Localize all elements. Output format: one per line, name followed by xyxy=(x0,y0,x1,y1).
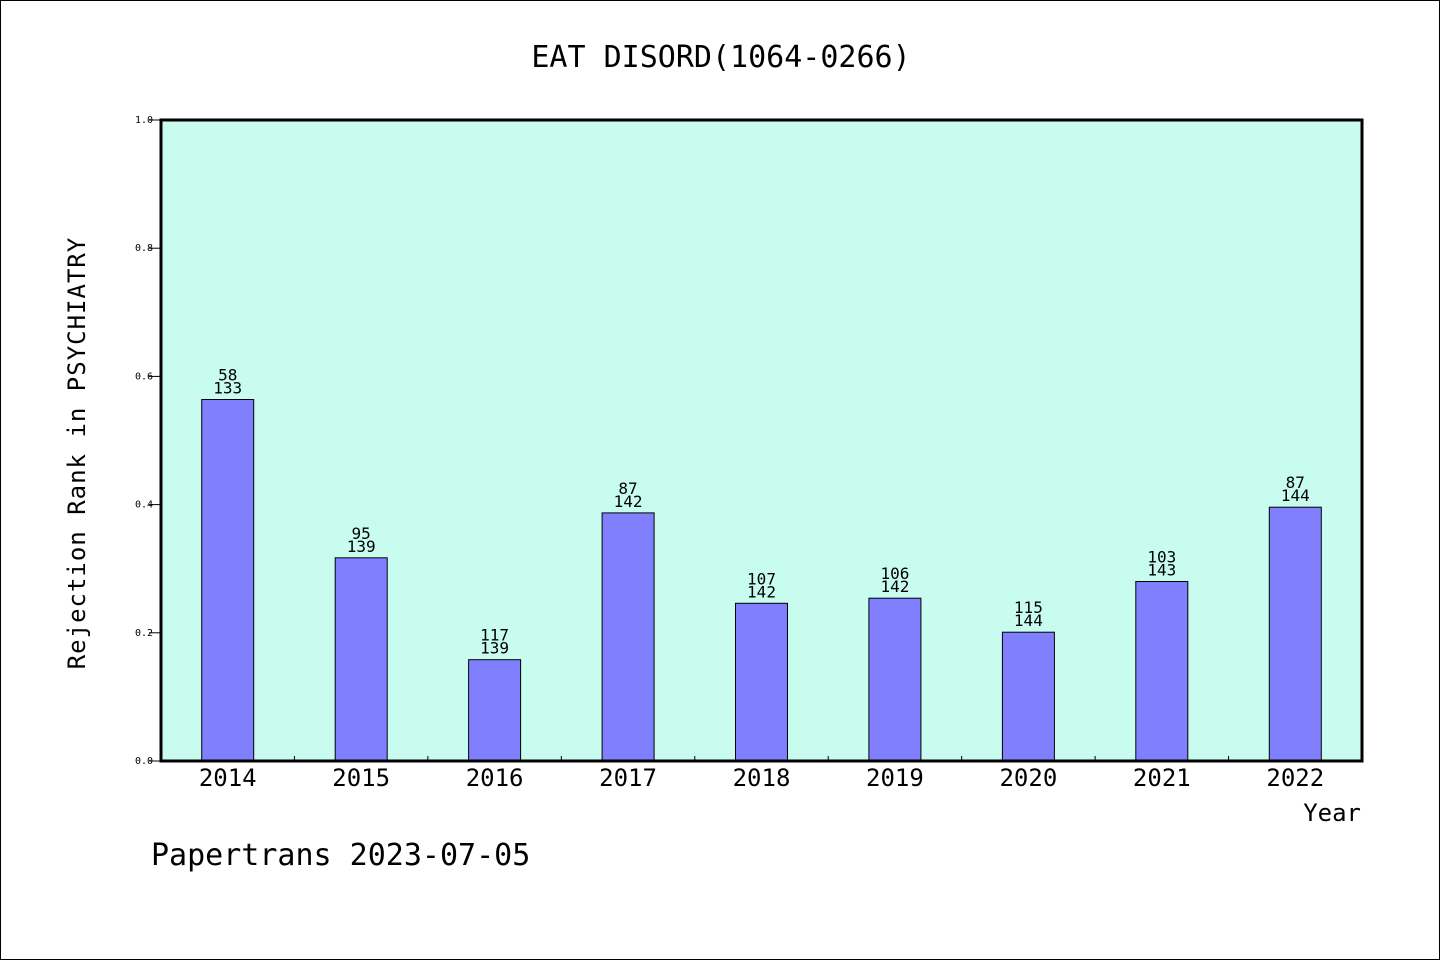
y-tick-label: 1.0 xyxy=(135,115,153,126)
rank-label-2014: 58 xyxy=(218,366,237,385)
x-tick-label-2020: 2020 xyxy=(999,764,1057,792)
bar-2017 xyxy=(601,512,655,762)
rank-label-2019: 106 xyxy=(880,564,909,583)
total-label-2020: 144 xyxy=(1014,611,1043,630)
y-axis: 0.0 0.2 0.4 0.6 0.8 1.0 xyxy=(135,115,161,767)
rank-label-2017: 87 xyxy=(618,479,637,498)
y-tick-label: 0.2 xyxy=(135,628,153,639)
x-axis: 2014 2015 2016 2017 2018 2019 2020 2021 2022 xyxy=(199,756,1324,792)
bar-2014 xyxy=(201,399,255,762)
data-labels-group: 5813395139117139871421071421061421151441… xyxy=(213,366,1309,658)
total-label-2022: 144 xyxy=(1281,486,1310,505)
total-label-2016: 139 xyxy=(480,639,509,658)
x-tick-label-2014: 2014 xyxy=(199,764,257,792)
x-tick-label-2019: 2019 xyxy=(866,764,924,792)
footer-text: Papertrans 2023-07-05 xyxy=(151,838,530,873)
bar-2016 xyxy=(468,659,522,762)
x-tick-label-2018: 2018 xyxy=(733,764,791,792)
x-tick-label-2016: 2016 xyxy=(466,764,524,792)
bar-2021 xyxy=(1135,581,1189,762)
rank-label-2018: 107 xyxy=(747,569,776,588)
rank-label-2022: 87 xyxy=(1286,473,1305,492)
bars-group xyxy=(201,399,1322,762)
rank-label-2021: 103 xyxy=(1147,548,1176,567)
bar-2019 xyxy=(868,597,922,762)
y-tick-label: 0.4 xyxy=(135,500,153,511)
bar-2018 xyxy=(735,602,788,762)
bar-2022 xyxy=(1268,506,1322,762)
rank-label-2015: 95 xyxy=(352,524,371,543)
rank-label-2016: 117 xyxy=(480,626,509,645)
x-tick-label-2015: 2015 xyxy=(332,764,390,792)
total-label-2017: 142 xyxy=(614,492,643,511)
total-label-2019: 142 xyxy=(880,577,909,596)
x-axis-label: Year xyxy=(1303,799,1361,827)
y-tick-label: 0.0 xyxy=(135,756,153,767)
total-label-2021: 143 xyxy=(1147,561,1176,580)
total-label-2014: 133 xyxy=(213,379,242,398)
x-tick-label-2022: 2022 xyxy=(1266,764,1324,792)
y-axis-label: Rejection Rank in PSYCHIATRY xyxy=(63,237,91,670)
x-tick-label-2021: 2021 xyxy=(1133,764,1191,792)
x-tick-label-2017: 2017 xyxy=(599,764,657,792)
rank-label-2020: 115 xyxy=(1014,598,1043,617)
total-label-2018: 142 xyxy=(747,582,776,601)
chart-title: EAT DISORD(1064-0266) xyxy=(531,40,910,75)
y-tick-label: 0.8 xyxy=(135,243,153,254)
y-tick-label: 0.6 xyxy=(135,371,153,382)
bar-2020 xyxy=(1001,631,1055,762)
total-label-2015: 139 xyxy=(347,537,376,556)
bar-2015 xyxy=(334,557,388,762)
plot-border xyxy=(159,118,1364,763)
